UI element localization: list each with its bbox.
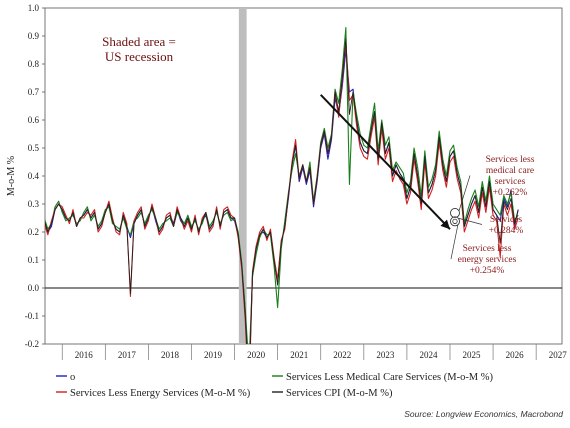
annotation-line: energy services xyxy=(458,255,517,265)
annotation-marker xyxy=(450,216,460,227)
trend-arrow-head xyxy=(440,219,450,230)
x-tick-label: 2021 xyxy=(290,350,308,360)
y-tick-label: 0.4 xyxy=(28,171,40,181)
y-tick-label: 0.1 xyxy=(28,255,39,265)
y-tick-label: 1.0 xyxy=(28,3,40,13)
annotation-connector xyxy=(458,175,471,212)
y-tick-label: -0.1 xyxy=(25,311,39,321)
x-tick-label: 2023 xyxy=(376,350,395,360)
series-line-3 xyxy=(45,38,519,344)
x-tick-label: 2016 xyxy=(75,350,94,360)
x-tick-label: 2020 xyxy=(247,350,266,360)
annotation-connector xyxy=(450,224,459,260)
annotation-line: Services xyxy=(490,215,522,225)
series-line-2 xyxy=(45,41,519,344)
y-tick-label: 0.5 xyxy=(28,143,40,153)
recession-shade xyxy=(238,8,247,344)
annotation-line: Services less xyxy=(486,155,535,165)
x-tick-label: 2017 xyxy=(118,350,137,360)
recession-label-line: Shaded area = xyxy=(102,34,176,49)
x-tick-label: 2024 xyxy=(419,350,438,360)
trend-arrow-line xyxy=(320,94,451,230)
y-tick-label: -0.2 xyxy=(25,339,39,349)
y-tick-label: 0.6 xyxy=(28,115,40,125)
annotation-line: Services less xyxy=(463,244,512,254)
x-tick-label: 2026 xyxy=(506,350,525,360)
annotation-line: +0.254% xyxy=(470,266,505,276)
series-line-1 xyxy=(45,27,519,344)
y-tick-label: 0.0 xyxy=(28,283,40,293)
x-tick-label: 2027 xyxy=(549,350,568,360)
legend-label: Services Less Energy Services (M-o-M %) xyxy=(70,388,251,399)
annotation-text: Services less energy services +0.254% xyxy=(458,244,517,276)
x-tick-label: 2019 xyxy=(204,350,223,360)
y-axis-label: M-o-M % xyxy=(6,156,17,196)
series-line-0 xyxy=(45,49,519,344)
annotation-line: services xyxy=(495,177,526,187)
legend-label: Services CPI (M-o-M %) xyxy=(286,388,393,399)
annotation-marker xyxy=(450,208,460,218)
recession-label: Shaded area = US recession xyxy=(102,34,176,64)
annotation-line: medical care xyxy=(486,166,534,176)
y-tick-label: 0.8 xyxy=(28,59,40,69)
y-tick-label: 0.9 xyxy=(28,31,40,41)
annotation-marker xyxy=(452,218,458,224)
source-note: Source: Longview Economics, Macrobond xyxy=(404,409,563,419)
x-tick-label: 2018 xyxy=(161,350,180,360)
y-tick-label: 0.3 xyxy=(28,199,40,209)
x-tick-label: 2022 xyxy=(333,350,351,360)
annotation-line: +0.284% xyxy=(489,226,524,236)
y-tick-label: 0.7 xyxy=(28,87,40,97)
legend-label: Services Less Medical Care Services (M-o… xyxy=(286,372,494,383)
annotation-text: Services less medical care services +0.262% xyxy=(486,155,535,198)
annotation-connector xyxy=(458,218,483,225)
annotation-line: +0.262% xyxy=(493,188,528,198)
y-tick-label: 0.2 xyxy=(28,227,39,237)
recession-label-line: US recession xyxy=(105,49,174,64)
annotation-text: Services +0.284% xyxy=(489,215,524,236)
legend-label: o xyxy=(70,372,75,383)
x-tick-label: 2025 xyxy=(463,350,482,360)
